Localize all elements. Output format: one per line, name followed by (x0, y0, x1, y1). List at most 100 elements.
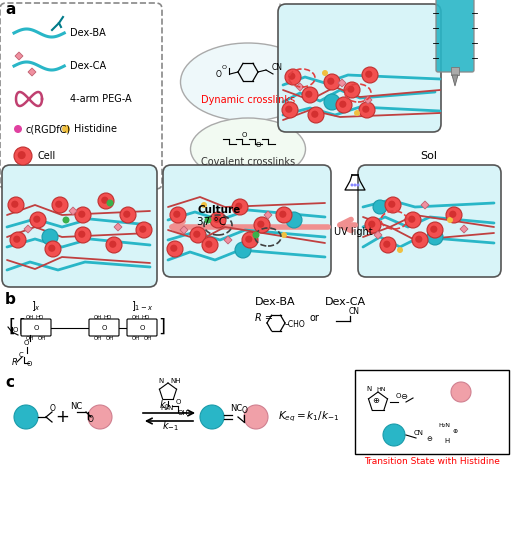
Text: Sol: Sol (420, 151, 437, 161)
Circle shape (388, 201, 395, 208)
Circle shape (427, 229, 443, 245)
Circle shape (311, 111, 318, 118)
Text: O: O (176, 399, 181, 405)
Circle shape (11, 201, 19, 208)
Circle shape (282, 102, 298, 118)
Circle shape (397, 247, 403, 253)
Text: H: H (444, 438, 449, 444)
Text: H₂N: H₂N (160, 405, 173, 411)
Text: N: N (366, 386, 371, 392)
Text: CN: CN (349, 307, 360, 316)
Circle shape (30, 212, 46, 228)
Text: CN: CN (414, 430, 424, 436)
Circle shape (354, 184, 357, 186)
Text: $k_1$: $k_1$ (159, 398, 171, 412)
Text: H₂N: H₂N (438, 423, 450, 428)
Bar (451, 67, 459, 75)
Text: [: [ (18, 318, 25, 336)
Circle shape (170, 245, 177, 252)
Text: Histidine: Histidine (74, 124, 117, 134)
Circle shape (75, 227, 91, 243)
Text: R =: R = (255, 313, 273, 323)
Circle shape (200, 405, 224, 429)
Text: O: O (33, 324, 39, 330)
Text: R: R (12, 358, 18, 367)
Polygon shape (180, 226, 188, 234)
Text: ⊖: ⊖ (426, 436, 432, 442)
Text: c: c (5, 375, 14, 390)
Polygon shape (114, 223, 122, 231)
Circle shape (167, 241, 183, 257)
Circle shape (279, 210, 286, 218)
Circle shape (190, 227, 206, 243)
Circle shape (210, 212, 226, 228)
Circle shape (368, 221, 375, 228)
Circle shape (322, 70, 328, 76)
Text: OH: OH (144, 336, 152, 341)
Circle shape (257, 221, 264, 228)
Text: OH: OH (94, 315, 102, 320)
Circle shape (365, 71, 373, 78)
Circle shape (242, 232, 258, 248)
Circle shape (276, 207, 292, 223)
Circle shape (13, 235, 21, 243)
Circle shape (98, 193, 114, 209)
Circle shape (136, 222, 152, 238)
Circle shape (385, 197, 401, 213)
Circle shape (14, 125, 22, 133)
Circle shape (88, 405, 112, 429)
Text: ⊖: ⊖ (400, 392, 407, 401)
Text: $k_{-1}$: $k_{-1}$ (161, 419, 178, 433)
Circle shape (308, 107, 324, 123)
Circle shape (351, 184, 354, 186)
Circle shape (173, 210, 180, 218)
Circle shape (302, 87, 318, 103)
Circle shape (55, 201, 62, 208)
Text: $K_{eq} = k_1/k_{-1}$: $K_{eq} = k_1/k_{-1}$ (278, 410, 339, 424)
Text: OH: OH (132, 315, 140, 320)
Text: OH: OH (132, 336, 140, 341)
Polygon shape (15, 52, 23, 60)
Circle shape (380, 237, 396, 253)
Circle shape (347, 86, 354, 93)
Circle shape (63, 216, 69, 223)
Circle shape (305, 90, 313, 98)
Text: [: [ (8, 318, 15, 336)
Text: N: N (158, 378, 163, 384)
Text: OH: OH (26, 336, 34, 341)
Text: Dex-CA: Dex-CA (70, 61, 106, 71)
Circle shape (286, 212, 302, 228)
Circle shape (235, 242, 251, 258)
Circle shape (45, 241, 61, 257)
Text: NC: NC (230, 404, 242, 413)
Text: O: O (139, 324, 144, 330)
Circle shape (383, 424, 405, 446)
Circle shape (281, 232, 287, 238)
Circle shape (205, 216, 211, 223)
Text: NH: NH (170, 378, 180, 384)
Circle shape (357, 184, 359, 186)
Circle shape (232, 199, 248, 215)
Polygon shape (296, 83, 304, 91)
Circle shape (336, 97, 352, 113)
Text: +: + (55, 408, 69, 426)
Text: HN: HN (376, 387, 386, 392)
Circle shape (359, 102, 375, 118)
FancyBboxPatch shape (436, 0, 474, 72)
Circle shape (449, 210, 456, 218)
FancyBboxPatch shape (89, 319, 119, 336)
Text: c(RGDfC): c(RGDfC) (25, 124, 70, 134)
Text: HO: HO (104, 315, 113, 320)
Circle shape (427, 222, 443, 238)
Text: O: O (101, 324, 107, 330)
Text: O: O (242, 132, 247, 138)
Text: b: b (5, 292, 16, 307)
Polygon shape (224, 236, 232, 244)
Text: –CHO: –CHO (285, 320, 306, 329)
Text: ⊕: ⊕ (372, 396, 379, 405)
FancyBboxPatch shape (278, 4, 441, 132)
Circle shape (354, 110, 360, 116)
FancyBboxPatch shape (21, 319, 51, 336)
Text: O: O (256, 142, 262, 148)
Text: O: O (222, 65, 227, 70)
